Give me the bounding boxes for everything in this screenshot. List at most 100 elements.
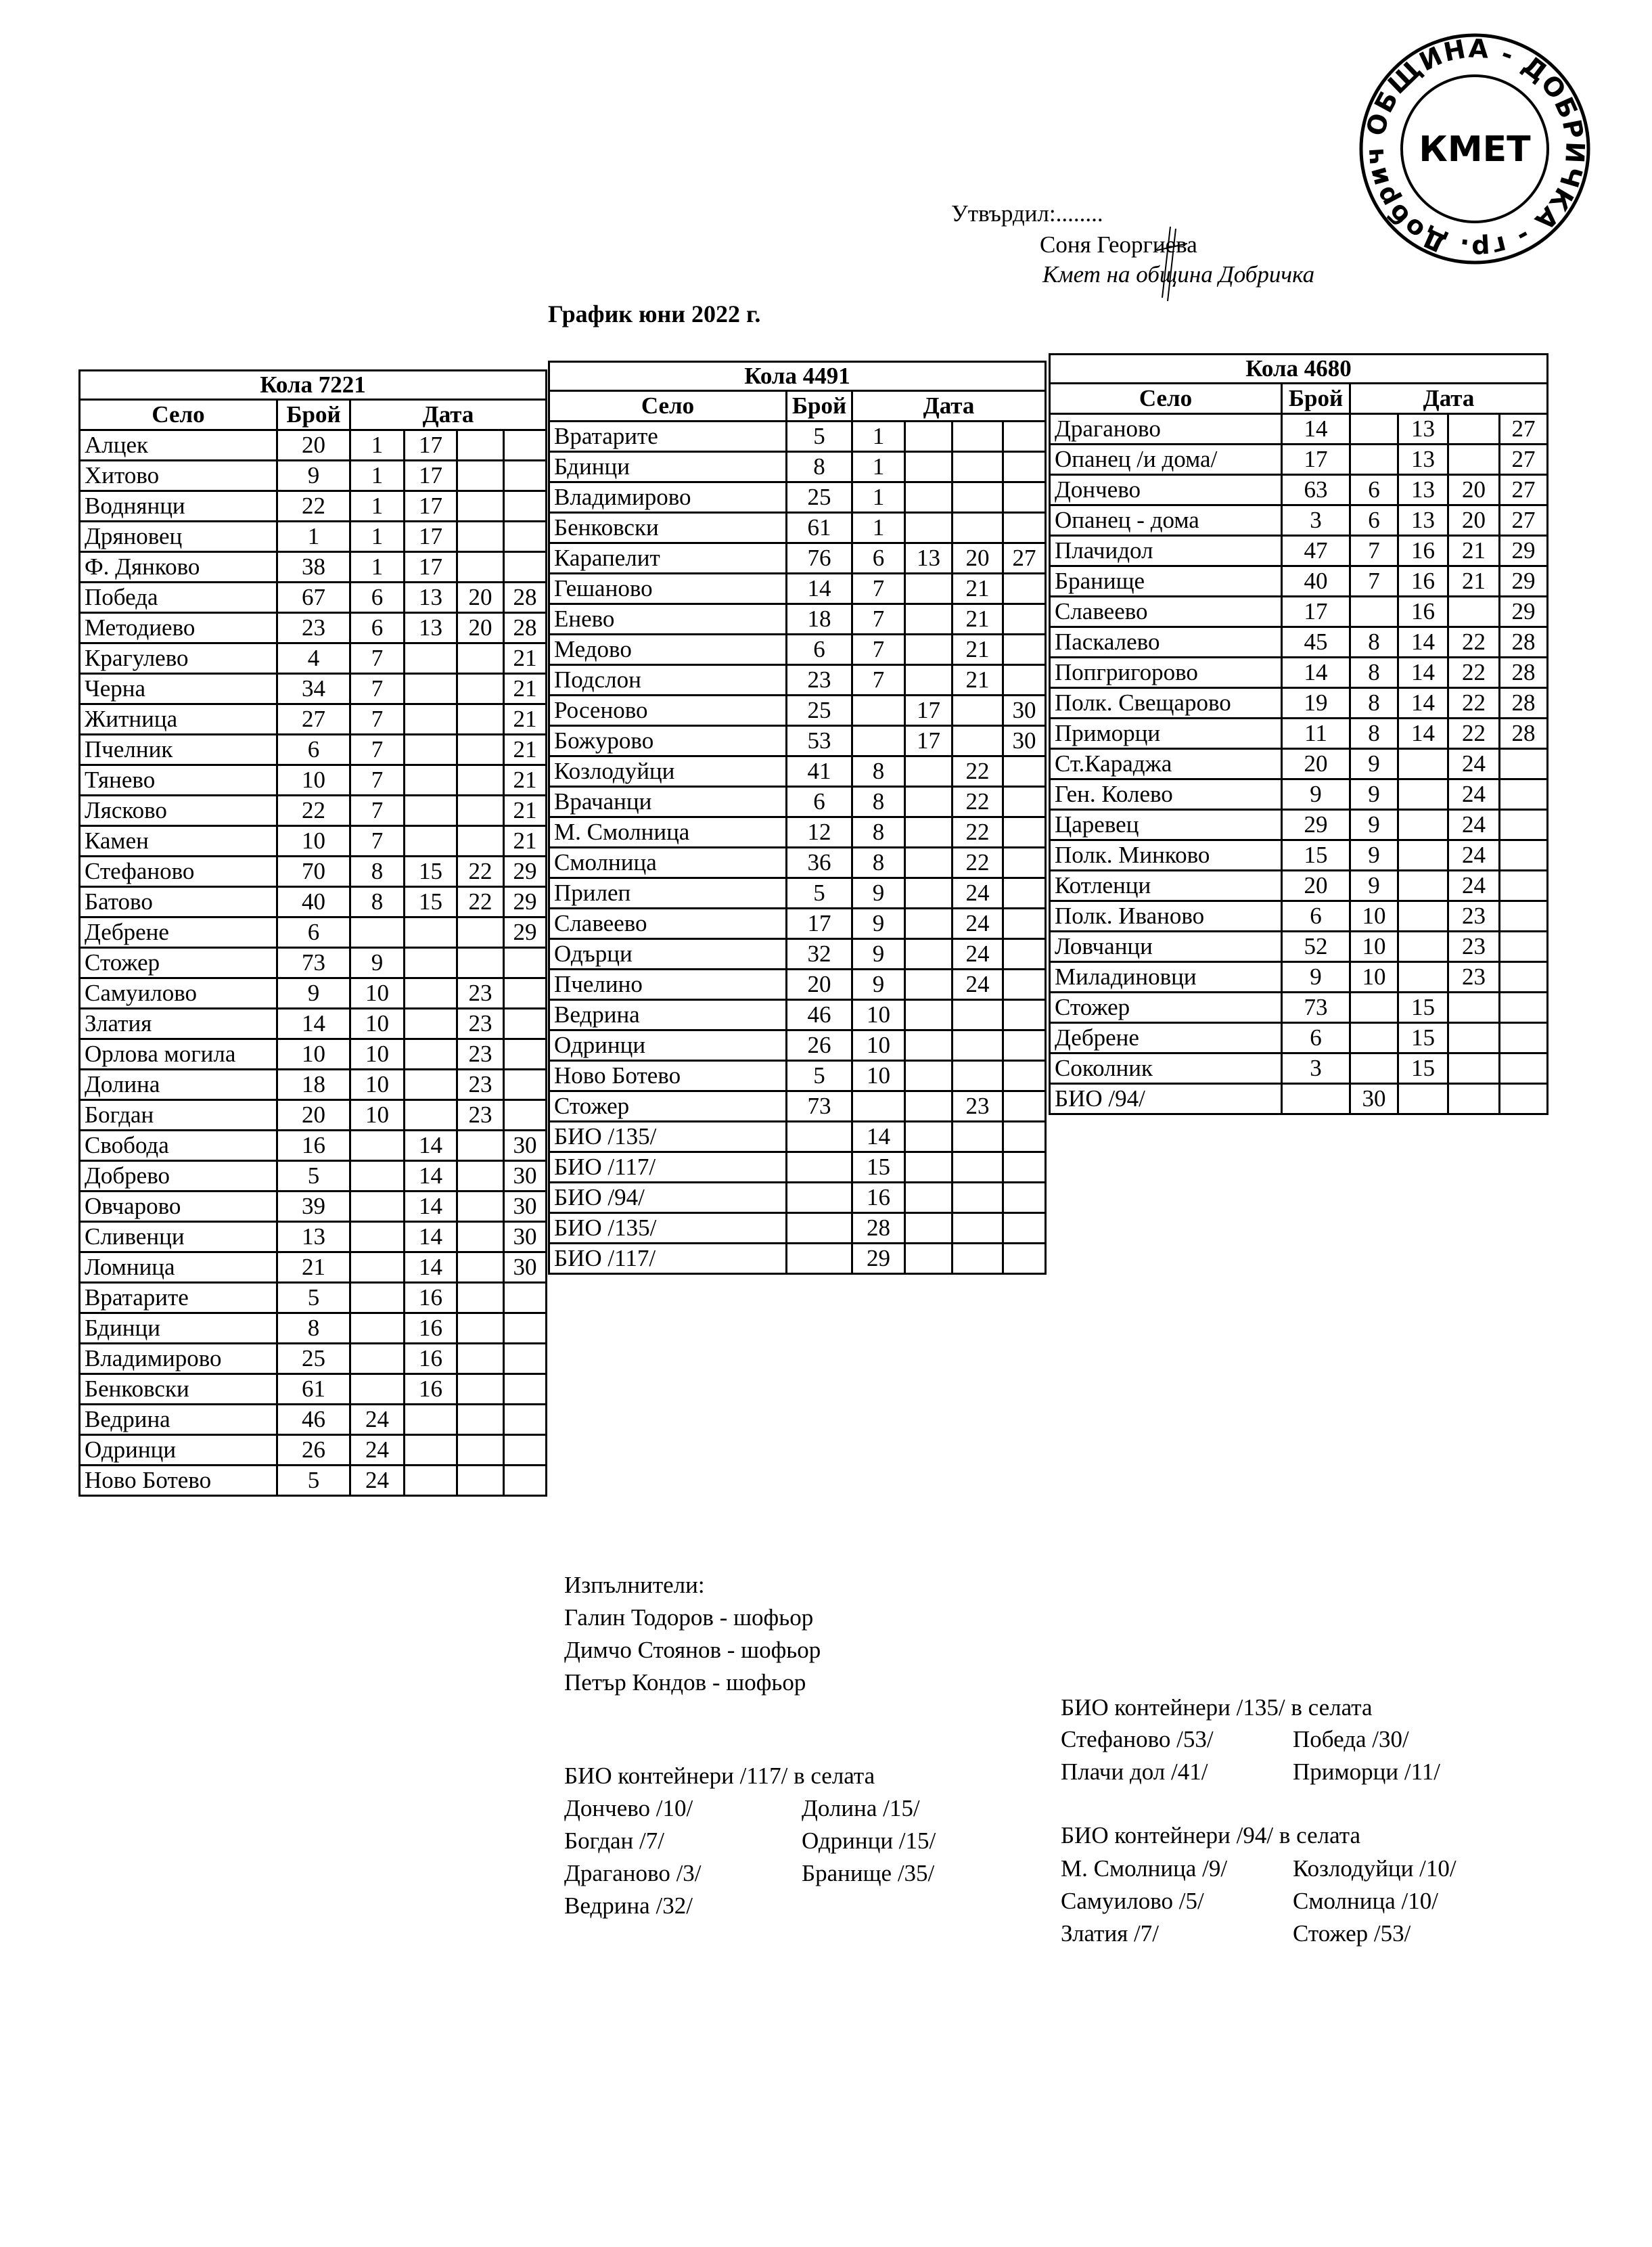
date-cell: 20: [1447, 504, 1500, 537]
village-cell: Лясково: [78, 794, 278, 827]
date-cell: [951, 1242, 1004, 1275]
date-cell: [502, 1342, 548, 1375]
table-row: Пчелник 6 7 21: [78, 733, 548, 766]
date-cell: [456, 1221, 505, 1253]
count-cell: 70: [276, 855, 351, 888]
table-row: Ломница 21 14 30: [78, 1251, 548, 1284]
village-cell: Стожер: [78, 947, 278, 979]
table-row: Гешаново 14 7 21: [548, 572, 1047, 605]
date-cell: [1349, 595, 1399, 628]
count-cell: 3: [1281, 1052, 1351, 1085]
date-cell: 20: [1447, 474, 1500, 506]
date-cell: 10: [349, 1099, 405, 1131]
date-cell: 1: [851, 451, 906, 483]
village-cell: Стефаново: [78, 855, 278, 888]
village-cell: Тянево: [78, 764, 278, 796]
date-cell: 8: [851, 755, 906, 788]
signature: [1156, 226, 1188, 302]
table-row: Дебрене 6 15: [1049, 1022, 1549, 1054]
table-row: Ведрина 46 24: [78, 1403, 548, 1436]
date-cell: 1: [349, 520, 405, 553]
date-cell: 22: [1447, 626, 1500, 658]
village-cell: БИО /117/: [548, 1151, 787, 1183]
date-cell: 22: [951, 846, 1004, 879]
bio-117-heading: БИО контейнери /117/ в селата: [564, 1763, 875, 1789]
village-cell: Опанец /и дома/: [1049, 443, 1283, 476]
date-cell: [1498, 930, 1549, 963]
date-cell: 24: [349, 1403, 405, 1436]
bio-117-item: Богдан /7/: [564, 1828, 664, 1854]
village-cell: Добрево: [78, 1160, 278, 1192]
date-cell: 28: [1498, 717, 1549, 750]
date-cell: [1498, 1052, 1549, 1085]
count-cell: 34: [276, 673, 351, 705]
date-cell: 16: [403, 1312, 458, 1344]
table-header-row: Село Брой Дата: [78, 399, 548, 431]
date-cell: [403, 733, 458, 766]
schedule-table-4491: Кола 4491 Село Брой Дата Вратарите 5 1 Бдинци 8 1…: [547, 361, 1047, 1275]
date-cell: [1001, 907, 1047, 940]
date-cell: 24: [1447, 748, 1500, 780]
count-cell: 10: [276, 825, 351, 857]
date-cell: 8: [851, 786, 906, 818]
count-cell: 27: [276, 703, 351, 735]
count-cell: 11: [1281, 717, 1351, 750]
village-cell: Стожер: [548, 1090, 787, 1122]
date-cell: 15: [403, 886, 458, 918]
table-row: Стожер 73 9: [78, 947, 548, 979]
village-cell: Самуилово: [78, 977, 278, 1009]
date-cell: 28: [1498, 656, 1549, 689]
date-cell: 21: [502, 733, 548, 766]
date-cell: [456, 1312, 505, 1344]
table-row: Камен 10 7 21: [78, 825, 548, 857]
date-cell: 7: [851, 664, 906, 696]
village-cell: БИО /135/: [548, 1212, 787, 1244]
date-cell: [502, 1068, 548, 1101]
table-row: Стефаново 70 8 15 22 29: [78, 855, 548, 888]
date-cell: [403, 825, 458, 857]
village-cell: Бенковски: [548, 512, 787, 544]
date-cell: [904, 1212, 953, 1244]
date-cell: 22: [456, 855, 505, 888]
date-cell: [456, 520, 505, 553]
date-cell: 1: [851, 420, 906, 453]
date-cell: 10: [1349, 900, 1399, 932]
date-cell: 21: [951, 633, 1004, 666]
count-cell: 32: [785, 938, 853, 970]
date-cell: [1498, 1083, 1549, 1115]
table-row: Соколник 3 15: [1049, 1052, 1549, 1085]
village-cell: Гешаново: [548, 572, 787, 605]
village-cell: Ново Ботево: [548, 1060, 787, 1092]
village-cell: Долина: [78, 1068, 278, 1101]
table-row: Ст.Караджа 20 9 24: [1049, 748, 1549, 780]
column-header-village: Село: [1049, 382, 1283, 415]
date-cell: [1001, 1060, 1047, 1092]
date-cell: [1001, 938, 1047, 970]
count-cell: 5: [785, 1060, 853, 1092]
count-cell: 46: [276, 1403, 351, 1436]
date-cell: 21: [502, 703, 548, 735]
date-cell: [1001, 1120, 1047, 1153]
count-cell: 6: [785, 786, 853, 818]
date-cell: 29: [502, 855, 548, 888]
date-cell: 21: [502, 794, 548, 827]
village-cell: Воднянци: [78, 490, 278, 522]
date-cell: 28: [1498, 626, 1549, 658]
date-cell: [349, 1373, 405, 1405]
date-cell: 7: [851, 603, 906, 635]
date-cell: [904, 1029, 953, 1062]
date-cell: [1447, 1052, 1500, 1085]
count-cell: 5: [276, 1281, 351, 1314]
count-cell: 26: [785, 1029, 853, 1062]
table-row: Росеново 25 17 30: [548, 694, 1047, 727]
date-cell: 22: [1447, 717, 1500, 750]
approver-position: Кмет на община Добричка: [1042, 261, 1315, 288]
date-cell: [904, 816, 953, 848]
count-cell: 6: [276, 916, 351, 949]
date-cell: [1001, 1029, 1047, 1062]
date-cell: [403, 764, 458, 796]
date-cell: [904, 1242, 953, 1275]
date-cell: [502, 551, 548, 583]
date-cell: 1: [349, 490, 405, 522]
table-row: Стожер 73 23: [548, 1090, 1047, 1122]
